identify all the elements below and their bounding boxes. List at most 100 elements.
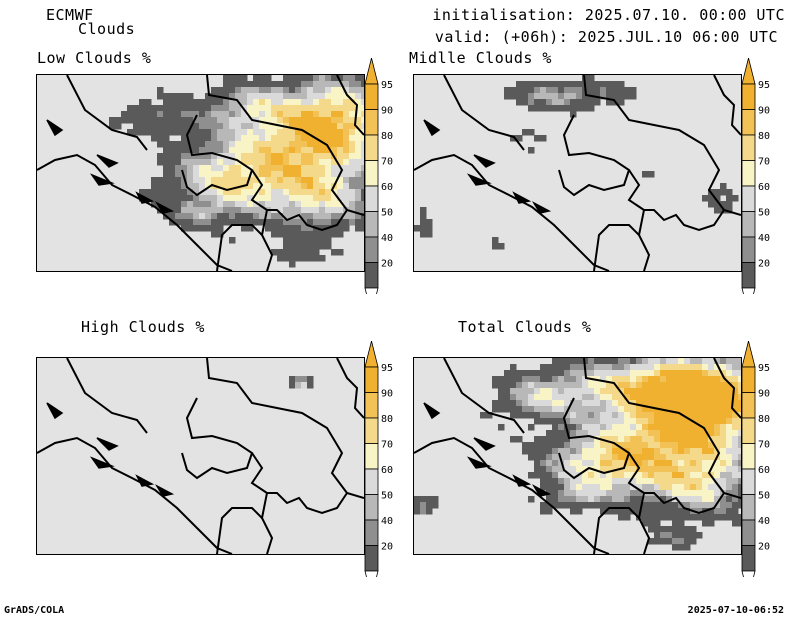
cloud-cell <box>325 231 332 238</box>
cloud-cell <box>307 219 314 226</box>
cloud-cell <box>660 454 667 461</box>
cloud-cell <box>361 213 364 220</box>
cloud-cell <box>337 147 344 154</box>
cloud-cell <box>738 364 741 371</box>
cloud-cell <box>522 448 529 455</box>
cloud-cell <box>295 195 302 202</box>
cloud-cell <box>247 207 254 214</box>
cloud-cell <box>720 484 727 491</box>
cloud-cell <box>666 424 673 431</box>
cloud-cell <box>678 376 685 383</box>
cloud-cell <box>684 442 691 449</box>
colorbar-tick-label: 70 <box>758 157 770 168</box>
cloud-cell <box>732 400 739 407</box>
cloud-cell <box>516 436 523 443</box>
cloud-cell <box>732 406 739 413</box>
cloud-cell <box>636 376 643 383</box>
cloud-cell <box>247 195 254 202</box>
cloud-cell <box>540 376 547 383</box>
cloud-cell <box>235 117 242 124</box>
cloud-cell <box>666 400 673 407</box>
cloud-cell <box>648 370 655 377</box>
cloud-cell <box>325 165 332 172</box>
cloud-cell <box>714 394 721 401</box>
cloud-cell <box>708 382 715 389</box>
cloud-cell <box>211 159 218 166</box>
cloud-cell <box>582 436 589 443</box>
cloud-cell <box>654 538 661 545</box>
cloud-cell <box>361 117 364 124</box>
cloud-cell <box>241 213 248 220</box>
cloud-cell <box>301 189 308 196</box>
colorbar-tick-label: 40 <box>758 233 770 244</box>
cloud-cell <box>672 472 679 479</box>
cloud-cell <box>223 189 230 196</box>
cloud-cell <box>642 460 649 467</box>
cloud-cell <box>229 171 236 178</box>
cloud-cell <box>241 201 248 208</box>
cloud-cell <box>319 237 326 244</box>
cloud-cell <box>121 117 128 124</box>
cloud-cell <box>684 406 691 413</box>
cloud-cell <box>229 141 236 148</box>
colorbar-tick-label: 95 <box>381 363 393 374</box>
cloud-cell <box>355 117 362 124</box>
colorbar-segment <box>364 545 379 572</box>
cloud-cell <box>325 105 332 112</box>
cloud-cell <box>732 454 739 461</box>
cloud-cell <box>199 219 206 226</box>
cloud-cell <box>696 430 703 437</box>
cloud-cell <box>726 189 733 196</box>
cloud-cell <box>558 376 565 383</box>
cloud-cell <box>528 442 535 449</box>
cloud-cell <box>355 171 362 178</box>
cloud-cell <box>528 406 535 413</box>
cloud-cell <box>355 219 362 226</box>
cloud-cell <box>684 478 691 485</box>
cloud-cell <box>331 141 338 148</box>
cloud-cell <box>175 147 182 154</box>
cloud-cell <box>295 249 302 256</box>
cloud-cell <box>594 490 601 497</box>
island <box>96 154 119 168</box>
cloud-cell <box>247 213 254 220</box>
cloud-cell <box>738 406 741 413</box>
cloud-cell <box>726 376 733 383</box>
cloud-cell <box>331 201 338 208</box>
cloud-cell <box>217 99 224 106</box>
cloud-cell <box>540 448 547 455</box>
cloud-cell <box>241 141 248 148</box>
cloud-cell <box>552 442 559 449</box>
cloud-cell <box>420 496 427 503</box>
cloud-cell <box>606 93 613 100</box>
cloud-cell <box>684 544 691 551</box>
cloud-cell <box>654 442 661 449</box>
colorbar-tick-label: 80 <box>758 131 770 142</box>
cloud-cell <box>714 430 721 437</box>
cloud-cell <box>702 460 709 467</box>
cloud-cell <box>720 496 727 503</box>
cloud-cell <box>337 195 344 202</box>
cloud-cell <box>678 388 685 395</box>
cloud-cell <box>325 135 332 142</box>
cloud-cell <box>319 87 326 94</box>
cloud-cell <box>295 87 302 94</box>
cloud-cell <box>283 255 290 262</box>
cloud-cell <box>337 141 344 148</box>
cloud-cell <box>642 171 649 178</box>
cloud-cell <box>307 255 314 262</box>
cloud-cell <box>606 490 613 497</box>
cloud-cell <box>277 177 284 184</box>
cloud-cell <box>696 436 703 443</box>
island <box>466 456 492 469</box>
cloud-cell <box>265 171 272 178</box>
cloud-cell <box>325 177 332 184</box>
cloud-cell <box>660 508 667 515</box>
cloud-cell <box>564 448 571 455</box>
cloud-cell <box>217 87 224 94</box>
panel-title-high: High Clouds % <box>81 318 205 336</box>
cloud-cell <box>564 358 571 365</box>
coastline <box>414 436 610 554</box>
cloud-cell <box>205 177 212 184</box>
